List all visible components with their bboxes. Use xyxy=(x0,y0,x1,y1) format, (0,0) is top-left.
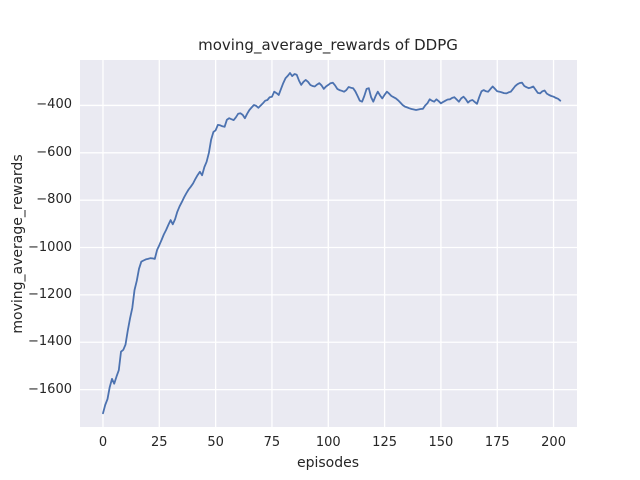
x-tick-label: 50 xyxy=(207,435,224,450)
x-axis-label: episodes xyxy=(296,455,360,471)
chart-title: moving_average_rewards of DDPG xyxy=(198,36,458,54)
x-tick-label: 125 xyxy=(372,435,398,450)
data-line xyxy=(102,72,562,415)
x-tick-label: 25 xyxy=(151,435,168,450)
y-tick-label: −1400 xyxy=(28,334,72,350)
y-tick-label: −1200 xyxy=(28,286,72,302)
y-tick-label: −1000 xyxy=(28,239,72,255)
x-tick-label: 100 xyxy=(315,435,341,450)
x-tick-label: 150 xyxy=(428,435,454,450)
y-tick-label: −400 xyxy=(36,97,72,113)
y-tick-label: −1600 xyxy=(28,381,72,397)
x-tick-label: 75 xyxy=(263,435,281,450)
y-tick-label: −600 xyxy=(36,144,72,160)
x-tick-label: 0 xyxy=(98,435,108,450)
y-tick-label: −800 xyxy=(36,192,72,208)
x-tick-label: 200 xyxy=(541,435,566,450)
x-tick-label: 175 xyxy=(484,435,510,450)
